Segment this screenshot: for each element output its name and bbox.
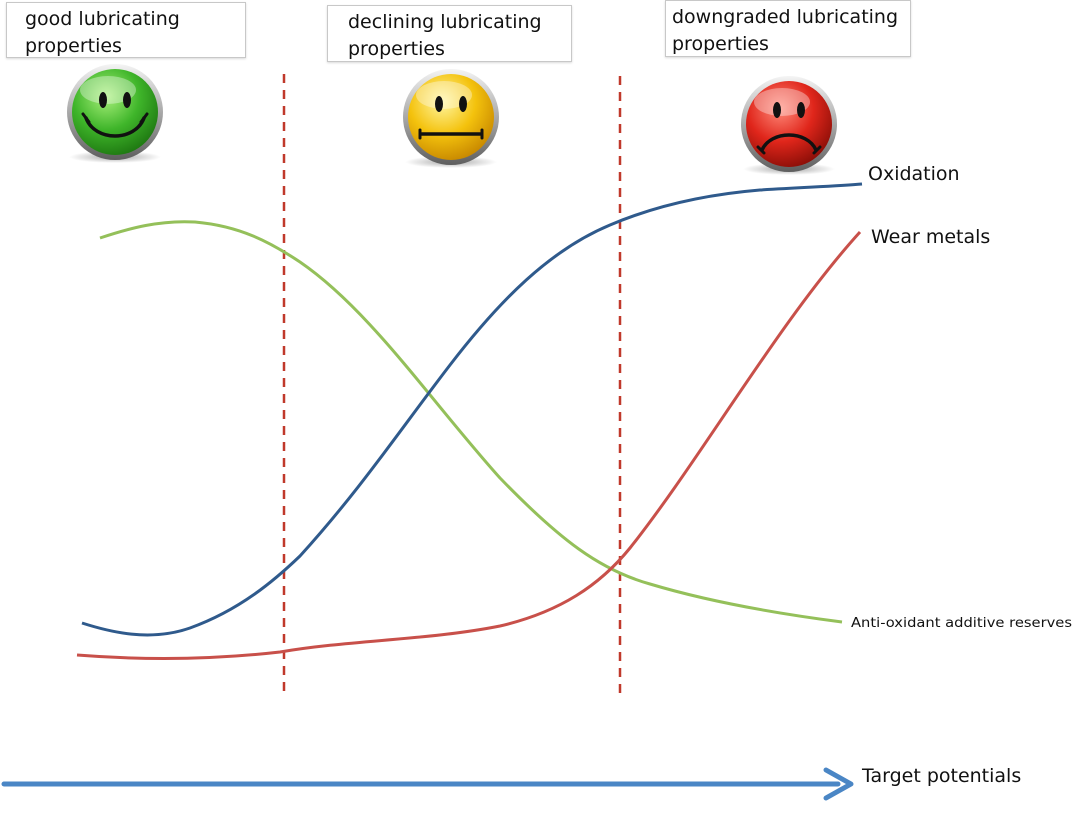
target-axis-label: Target potentials [861, 765, 1021, 787]
sad-face-icon [741, 76, 837, 175]
target-axis-arrowhead [823, 767, 854, 801]
antioxidant-label: Anti-oxidant additive reserves [851, 616, 1072, 631]
happy-face-icon [67, 64, 163, 163]
zone-label-downgraded: downgraded lubricating properties [665, 0, 911, 57]
oxidation-curve [81, 182, 863, 637]
antioxidant-reserves-curve [99, 220, 843, 624]
wear-metals-label: Wear metals [871, 226, 990, 248]
zone-label-good: good lubricating properties [6, 2, 246, 58]
wear-metals-curve [76, 230, 862, 660]
neutral-face-icon [403, 69, 499, 168]
zone-label-declining: declining lubricating properties [327, 5, 572, 62]
oxidation-label: Oxidation [868, 163, 960, 185]
